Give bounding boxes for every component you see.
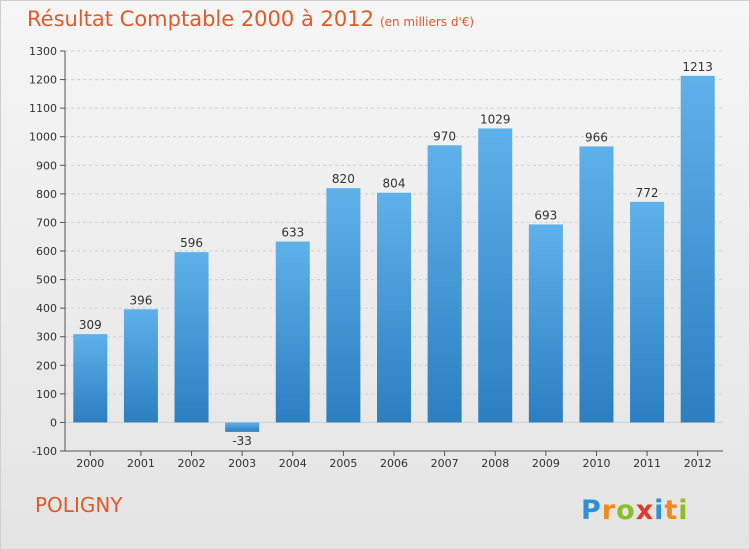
- bar-value-label: 396: [129, 293, 152, 307]
- y-tick-label: 1300: [29, 45, 57, 58]
- x-tick-label: 2004: [279, 457, 307, 470]
- bar: [73, 334, 108, 423]
- bar-value-label: 1029: [480, 112, 511, 126]
- y-tick-label: 400: [36, 302, 57, 315]
- bar-value-label: 1213: [682, 60, 713, 74]
- chart-title: Résultat Comptable 2000 à 2012 (en millie…: [27, 7, 474, 31]
- bar: [326, 188, 361, 423]
- y-tick-label: 500: [36, 274, 57, 287]
- bar: [630, 201, 665, 423]
- proxiti-logo-graphic: Proxiti: [581, 495, 689, 526]
- x-tick-label: 2011: [633, 457, 661, 470]
- x-tick-label: 2012: [684, 457, 712, 470]
- bar-value-label: 966: [585, 130, 608, 144]
- y-tick-label: 300: [36, 331, 57, 344]
- bar-value-label: 820: [332, 172, 355, 186]
- bar-value-label: 804: [383, 177, 406, 191]
- bar-value-label: 596: [180, 236, 203, 250]
- x-tick-label: 2006: [380, 457, 408, 470]
- x-tick-label: 2009: [532, 457, 560, 470]
- y-tick-label: 600: [36, 245, 57, 258]
- proxiti-logo: Proxiti: [581, 491, 701, 531]
- bar: [579, 146, 614, 423]
- y-tick-label: 900: [36, 159, 57, 172]
- chart-subtitle: (en milliers d'€): [379, 15, 475, 29]
- bar-value-label: -33: [232, 434, 252, 448]
- y-tick-label: 1200: [29, 74, 57, 87]
- svg-text:Proxiti: Proxiti: [581, 495, 689, 526]
- bar-value-label: 633: [281, 226, 304, 240]
- bar-value-label: 309: [79, 318, 102, 332]
- y-tick-label: 200: [36, 359, 57, 372]
- y-tick-label: 0: [50, 416, 57, 429]
- bar: [377, 192, 411, 423]
- y-tick-label: -100: [32, 445, 57, 458]
- x-tick-label: 2005: [329, 457, 357, 470]
- x-tick-label: 2000: [76, 457, 104, 470]
- bar: [174, 252, 209, 423]
- y-tick-label: 1000: [29, 131, 57, 144]
- bar: [680, 75, 715, 423]
- bar: [528, 224, 563, 423]
- y-tick-label: 100: [36, 388, 57, 401]
- y-tick-label: 800: [36, 188, 57, 201]
- bar-value-label: 693: [534, 208, 557, 222]
- y-tick-label: 1100: [29, 102, 57, 115]
- bar: [478, 128, 513, 423]
- bar: [275, 241, 310, 423]
- x-tick-label: 2001: [127, 457, 155, 470]
- x-tick-label: 2008: [481, 457, 509, 470]
- x-tick-label: 2002: [178, 457, 206, 470]
- x-tick-label: 2003: [228, 457, 256, 470]
- y-tick-label: 700: [36, 216, 57, 229]
- bar-value-label: 970: [433, 129, 456, 143]
- bar-value-label: 772: [636, 186, 659, 200]
- bar: [225, 422, 260, 432]
- bar: [427, 145, 462, 423]
- commune-name: POLIGNY: [35, 493, 123, 517]
- chart-title-text: Résultat Comptable 2000 à 2012: [27, 7, 374, 31]
- x-tick-label: 2007: [431, 457, 459, 470]
- x-tick-label: 2010: [582, 457, 610, 470]
- bar: [123, 309, 158, 423]
